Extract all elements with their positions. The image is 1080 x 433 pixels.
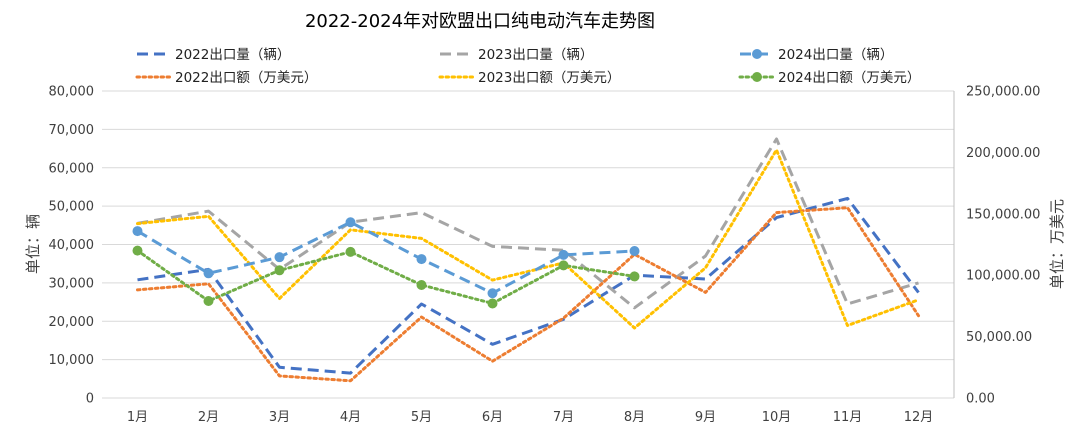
- legend-label: 2024出口量（辆）: [778, 47, 893, 63]
- series-line: [136, 148, 920, 330]
- right-tick-label: 150,000.00: [966, 207, 1040, 222]
- left-tick-label: 20,000: [49, 315, 95, 330]
- series-4: [136, 206, 920, 383]
- data-point: [487, 288, 498, 299]
- legend-item: 2024出口额（万美元）: [738, 70, 920, 86]
- left-tick-label: 0: [86, 392, 94, 407]
- x-tick-label: 6月: [482, 410, 503, 425]
- x-tick-label: 7月: [553, 410, 574, 425]
- left-tick-label: 80,000: [49, 85, 95, 100]
- legend-label: 2022出口量（辆）: [175, 47, 290, 63]
- data-point: [416, 280, 427, 291]
- right-axis-ticks: 0.00 50,000.00 100,000.00 150,000.00 200,000…: [966, 85, 1040, 407]
- gridlines: [102, 90, 955, 399]
- x-tick-label: 5月: [411, 410, 432, 425]
- series-5: [136, 148, 920, 330]
- right-tick-label: 0.00: [966, 392, 995, 407]
- right-tick-label: 250,000.00: [966, 85, 1040, 100]
- data-point: [345, 246, 356, 257]
- series-line: [137, 137, 919, 310]
- x-tick-label: 12月: [904, 410, 934, 425]
- legend-item: 2023出口额（万美元）: [438, 70, 620, 86]
- legend-label: 2023出口量（辆）: [478, 47, 593, 63]
- data-point: [203, 295, 214, 306]
- right-axis-title: 单位：万美元: [1048, 199, 1066, 289]
- left-tick-label: 40,000: [49, 238, 95, 253]
- series-6: [132, 245, 640, 309]
- legend: 2022出口量（辆） 2023出口量（辆） 2024出口量（辆） 2022出口额（万美…: [135, 47, 920, 86]
- data-point: [558, 260, 569, 271]
- legend-label: 2023出口额（万美元）: [478, 70, 620, 86]
- x-tick-label: 10月: [762, 410, 792, 425]
- series-line: [137, 196, 920, 375]
- left-tick-label: 10,000: [49, 353, 95, 368]
- data-point: [274, 265, 285, 276]
- chart-title: 2022-2024年对欧盟出口纯电动汽车走势图: [305, 11, 655, 32]
- series-line: [136, 206, 920, 383]
- series-layer: [132, 137, 920, 383]
- legend-marker: [752, 72, 762, 82]
- data-point: [132, 226, 143, 237]
- x-axis-ticks: 1月 2月 3月 4月 5月 6月 7月 8月 9月 10月 11月 12月: [127, 410, 933, 425]
- left-tick-label: 50,000: [49, 200, 95, 215]
- legend-label: 2022出口额（万美元）: [175, 70, 317, 86]
- left-axis-ticks: 0 10,000 20,000 30,000 40,000 50,000 60,000 70,…: [49, 85, 95, 407]
- data-point: [629, 271, 640, 282]
- left-tick-label: 60,000: [49, 161, 95, 176]
- left-tick-label: 30,000: [49, 276, 95, 291]
- x-tick-label: 2月: [198, 410, 219, 425]
- data-point: [203, 268, 214, 279]
- x-tick-label: 1月: [127, 410, 148, 425]
- legend-item: 2024出口量（辆）: [740, 47, 893, 63]
- data-point: [416, 254, 427, 265]
- series-3: [132, 217, 640, 299]
- legend-marker: [752, 49, 762, 59]
- data-point: [487, 298, 498, 309]
- series-2: [137, 137, 919, 310]
- series-1: [137, 196, 920, 375]
- legend-item: 2022出口量（辆）: [137, 47, 290, 63]
- left-tick-label: 70,000: [49, 123, 95, 138]
- data-point: [558, 249, 569, 260]
- legend-label: 2024出口额（万美元）: [778, 70, 920, 86]
- left-axis-title: 单位：辆: [24, 214, 42, 274]
- x-tick-label: 11月: [833, 410, 863, 425]
- legend-item: 2022出口额（万美元）: [135, 70, 317, 86]
- right-tick-label: 100,000.00: [966, 269, 1040, 284]
- legend-item: 2023出口量（辆）: [440, 47, 593, 63]
- data-point: [345, 217, 356, 228]
- data-point: [132, 245, 143, 256]
- data-point: [629, 246, 640, 257]
- right-tick-label: 50,000.00: [966, 330, 1032, 345]
- data-point: [274, 252, 285, 263]
- x-tick-label: 9月: [695, 410, 716, 425]
- right-tick-label: 200,000.00: [966, 146, 1040, 161]
- x-tick-label: 8月: [624, 410, 645, 425]
- x-tick-label: 3月: [269, 410, 290, 425]
- x-tick-label: 4月: [340, 410, 361, 425]
- series-line: [136, 249, 636, 305]
- series-line: [136, 220, 635, 295]
